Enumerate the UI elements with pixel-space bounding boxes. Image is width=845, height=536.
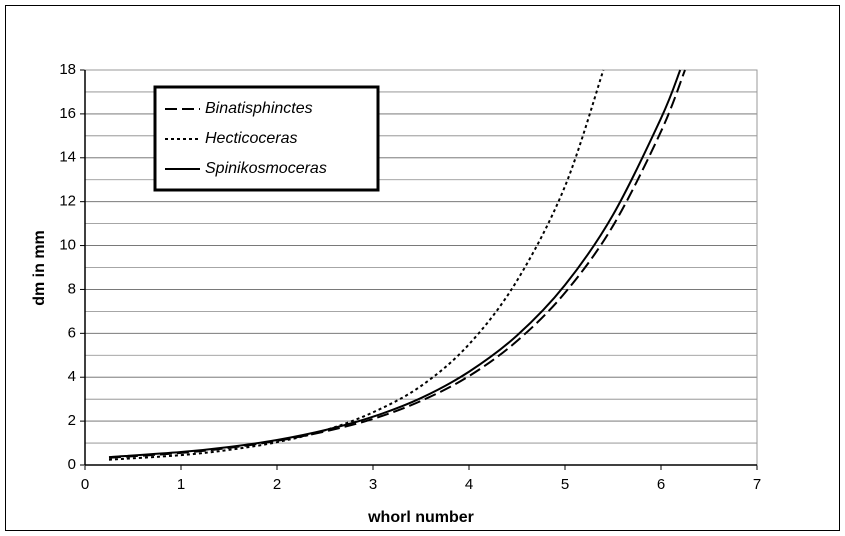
y-tick-label: 6	[68, 324, 76, 341]
x-tick-label: 2	[273, 476, 281, 493]
x-tick-label: 3	[369, 476, 377, 493]
legend-label: Hecticoceras	[205, 130, 297, 147]
y-axis-label: dm in mm	[31, 230, 48, 306]
series-line	[108, 69, 682, 459]
legend-label: Spinikosmoceras	[205, 160, 327, 177]
y-tick-label: 14	[59, 149, 76, 166]
x-tick-label: 5	[561, 476, 569, 493]
x-tick-label: 1	[177, 476, 185, 493]
y-tick-label: 12	[59, 193, 76, 210]
legend-box	[153, 85, 380, 192]
series-line	[108, 69, 605, 461]
y-tick-label: 8	[68, 280, 76, 297]
x-tick-label: 6	[657, 476, 665, 493]
legend-label: Binatisphinctes	[205, 100, 313, 117]
y-tick-label: 16	[59, 105, 76, 122]
x-tick-label: 4	[465, 476, 473, 493]
y-tick-label: 0	[68, 456, 76, 473]
x-tick-label: 0	[81, 476, 89, 493]
x-axis-label: whorl number	[367, 509, 474, 526]
y-tick-label: 10	[59, 237, 76, 254]
x-tick-label: 7	[753, 476, 761, 493]
y-tick-label: 2	[68, 412, 76, 429]
y-tick-label: 4	[68, 368, 76, 385]
frame	[5, 5, 840, 531]
y-tick-label: 18	[59, 61, 76, 78]
